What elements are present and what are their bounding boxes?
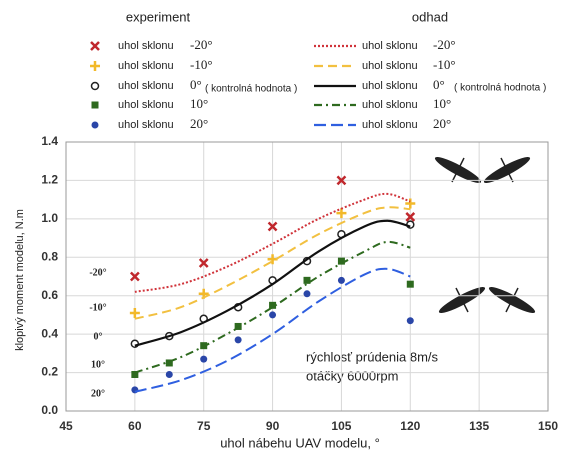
x-tick-label: 90	[266, 419, 280, 433]
marker	[130, 339, 140, 348]
legend-marker	[91, 101, 99, 109]
fit-line	[134, 219, 411, 347]
legend-angle: -20°	[190, 37, 213, 52]
fit-line	[134, 206, 411, 320]
legend-label: uhol sklonu	[362, 80, 418, 92]
x-axis-label: uhol nábehu UAV modelu, °	[220, 435, 380, 450]
y-tick-label: 0.8	[41, 249, 58, 263]
legend-angle: 10°	[433, 96, 451, 111]
legend-angle: 0°	[433, 77, 445, 92]
x-tick-label: 120	[400, 419, 420, 433]
marker	[336, 175, 347, 186]
legend-note: ( kontrolná hodnota )	[454, 83, 546, 94]
marker	[406, 280, 414, 288]
legend-marker	[90, 61, 100, 71]
marker	[406, 220, 415, 229]
annotation: otáčky 6000rpm	[306, 368, 399, 383]
side-label: 10°	[91, 359, 105, 370]
marker	[337, 276, 345, 284]
legend-title: experiment	[126, 9, 191, 24]
marker	[267, 221, 278, 232]
x-tick-label: 60	[128, 419, 142, 433]
airplane-icons	[434, 157, 536, 313]
marker	[405, 198, 416, 209]
legend-label: uhol sklonu	[118, 40, 174, 52]
side-label: 20°	[91, 388, 105, 399]
fit-line	[134, 240, 411, 374]
legend-angle: 10°	[190, 96, 208, 111]
legend-note: ( kontrolná hodnota )	[205, 84, 297, 95]
y-tick-label: 0.2	[41, 365, 58, 379]
y-tick-label: 0.6	[41, 288, 58, 302]
plot-frame	[65, 141, 549, 412]
legend-label: uhol sklonu	[362, 99, 418, 111]
marker	[129, 271, 140, 282]
x-tick-label: 135	[469, 419, 489, 433]
marker	[269, 311, 277, 319]
marker	[131, 386, 139, 394]
fit-line	[134, 267, 411, 393]
legend-label: uhol sklonu	[118, 60, 174, 72]
marker	[200, 355, 208, 363]
marker	[198, 258, 209, 268]
x-tick-label: 45	[59, 419, 73, 433]
marker	[269, 301, 277, 309]
airplane-icon	[500, 157, 514, 183]
y-tick-label: 0.4	[41, 326, 58, 340]
airplane-icon	[451, 157, 465, 183]
x-tick-label: 105	[331, 419, 351, 433]
marker	[406, 317, 414, 325]
marker	[129, 308, 140, 319]
airplane-icon	[455, 287, 469, 313]
side-label: 0°	[94, 331, 103, 342]
legend-marker	[90, 81, 100, 91]
legend-label: uhol sklonu	[362, 60, 418, 72]
marker	[405, 212, 416, 222]
annotation: rýchlosť prúdenia 8m/s	[306, 349, 439, 364]
legend-label: uhol sklonu	[362, 119, 418, 131]
x-tick-label: 75	[197, 419, 211, 433]
marker	[234, 336, 242, 344]
y-axis-label: klopivý moment modelu, N.m	[14, 209, 26, 351]
x-tick-label: 150	[538, 419, 558, 433]
fit-line	[134, 192, 411, 293]
side-label: -10°	[89, 302, 106, 313]
legend-marker	[91, 121, 99, 129]
legend-marker	[90, 41, 100, 51]
marker	[336, 208, 347, 219]
marker	[131, 370, 139, 378]
marker	[337, 257, 345, 265]
legend-label: uhol sklonu	[118, 99, 174, 111]
y-tick-label: 0.0	[41, 403, 58, 417]
marker	[303, 290, 311, 298]
legend-label: uhol sklonu	[362, 40, 418, 52]
airplane-icon	[505, 287, 519, 313]
legend-angle: -10°	[433, 57, 456, 72]
marker	[165, 370, 173, 378]
marker	[165, 359, 173, 367]
legend-label: uhol sklonu	[118, 80, 174, 92]
side-label: -20°	[89, 267, 106, 278]
legend-angle: 20°	[190, 116, 208, 131]
y-tick-label: 1.0	[41, 211, 58, 225]
legend-angle: 20°	[433, 116, 451, 131]
legend-label: uhol sklonu	[118, 119, 174, 131]
y-tick-label: 1.2	[41, 173, 58, 187]
marker	[234, 322, 242, 330]
legend-angle: -10°	[190, 57, 213, 72]
legend-angle: 0°	[190, 77, 202, 92]
legend-angle: -20°	[433, 37, 456, 52]
y-tick-label: 1.4	[41, 134, 58, 148]
marker	[303, 276, 311, 284]
legend-title: odhad	[412, 9, 448, 24]
